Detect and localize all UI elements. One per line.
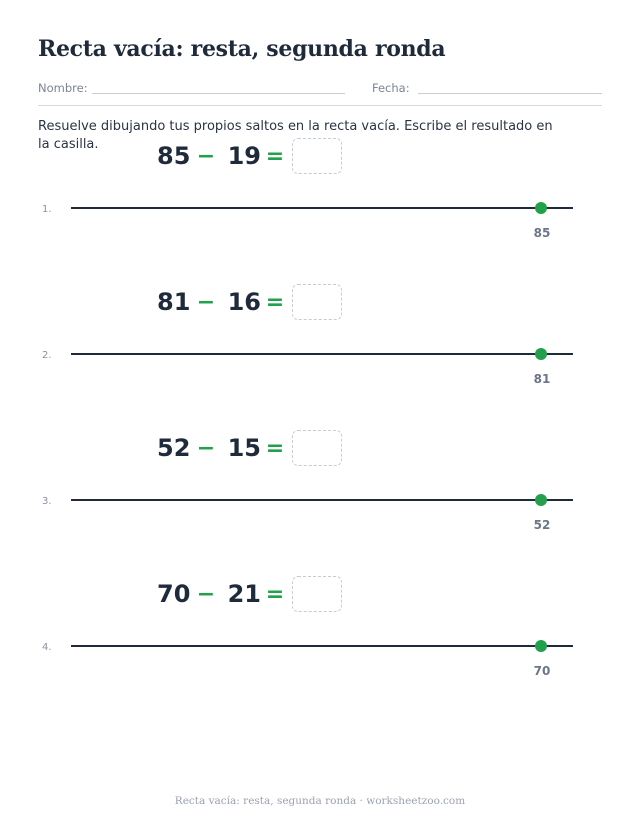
minuend: 70 [157,580,191,608]
minus-sign: − [196,289,216,315]
problem-number: 4. [42,642,52,653]
problem-2: 81 − 16 = 2. 81 [0,284,640,404]
problem-3: 52 − 15 = 3. 52 [0,430,640,550]
name-label: Nombre: [38,81,88,95]
problem-1: 85 − 19 = 1. 85 [0,138,640,258]
equals-sign: = [265,289,285,315]
problem-number: 2. [42,350,52,361]
problem-number: 3. [42,496,52,507]
date-label: Fecha: [372,81,410,95]
minus-sign: − [196,435,216,461]
empty-number-line[interactable] [0,342,640,366]
empty-number-line[interactable] [0,196,640,220]
minuend: 85 [157,142,191,170]
empty-number-line[interactable] [0,488,640,512]
answer-box[interactable] [292,576,342,612]
name-field[interactable] [92,93,345,94]
endpoint-label: 85 [533,226,551,240]
subtrahend: 15 [227,434,261,462]
minus-sign: − [196,581,216,607]
equals-sign: = [265,435,285,461]
endpoint-label: 70 [533,664,551,678]
equation: 81 − 16 = [157,284,342,320]
endpoint-dot [535,494,547,506]
problem-number: 1. [42,204,52,215]
date-field[interactable] [418,93,602,94]
equation: 85 − 19 = [157,138,342,174]
endpoint-dot [535,640,547,652]
endpoint-dot [535,348,547,360]
problem-4: 70 − 21 = 4. 70 [0,576,640,696]
endpoint-label: 81 [533,372,551,386]
equation: 52 − 15 = [157,430,342,466]
answer-box[interactable] [292,138,342,174]
endpoint-dot [535,202,547,214]
worksheet-title: Recta vacía: resta, segunda ronda [38,36,446,62]
header-divider [38,105,602,106]
endpoint-label: 52 [533,518,551,532]
subtrahend: 21 [227,580,261,608]
minuend: 52 [157,434,191,462]
page-footer: Recta vacía: resta, segunda ronda · work… [174,795,466,807]
answer-box[interactable] [292,284,342,320]
subtrahend: 16 [227,288,261,316]
instructions: Resuelve dibujando tus propios saltos en… [38,119,553,152]
answer-box[interactable] [292,430,342,466]
minuend: 81 [157,288,191,316]
equation: 70 − 21 = [157,576,342,612]
minus-sign: − [196,143,216,169]
empty-number-line[interactable] [0,634,640,658]
subtrahend: 19 [227,142,261,170]
equals-sign: = [265,143,285,169]
equals-sign: = [265,581,285,607]
